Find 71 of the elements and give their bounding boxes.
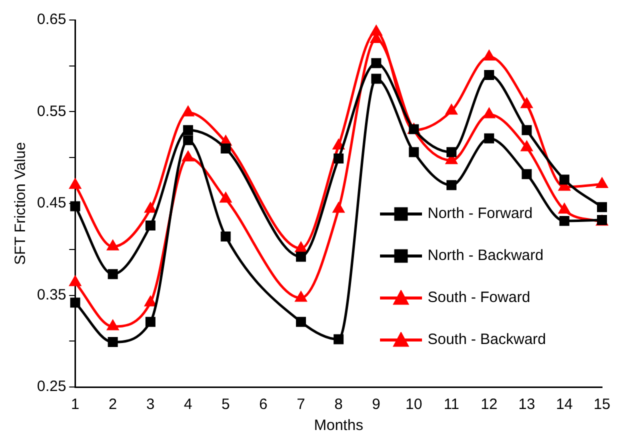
- point: [145, 220, 156, 231]
- point: [483, 50, 496, 60]
- x-tick-label: 12: [480, 396, 498, 414]
- x-tick-label: 8: [334, 396, 343, 414]
- point: [334, 154, 344, 164]
- y-tick-label: 0.55: [36, 102, 66, 120]
- point: [296, 316, 306, 327]
- point: [144, 202, 156, 213]
- point: [144, 296, 156, 306]
- point: [484, 70, 494, 80]
- point: [145, 316, 156, 327]
- point: [70, 298, 80, 308]
- x-tick-label: 1: [71, 396, 80, 414]
- x-tick-label: 14: [556, 396, 573, 414]
- x-tick-label: 3: [146, 396, 155, 414]
- legend-label: South - Foward: [428, 289, 530, 306]
- x-tick-label: 10: [406, 396, 422, 414]
- point: [220, 232, 231, 242]
- point: [106, 320, 119, 330]
- point: [182, 106, 194, 116]
- x-tick-label: 5: [222, 396, 230, 414]
- legend-label: North - Forward: [428, 205, 533, 222]
- point: [446, 180, 456, 190]
- point: [183, 135, 194, 146]
- point: [108, 269, 118, 280]
- point: [520, 98, 533, 108]
- point: [558, 203, 570, 214]
- point: [295, 291, 307, 302]
- point: [446, 147, 456, 158]
- y-axis-title: SFT Friction Value: [12, 142, 30, 265]
- y-tick-label: 0.65: [36, 11, 66, 28]
- point: [69, 276, 82, 286]
- point: [220, 192, 232, 203]
- point: [522, 125, 532, 136]
- point: [296, 252, 306, 262]
- point: [106, 240, 119, 250]
- point: [183, 125, 194, 136]
- x-tick-label: 4: [184, 396, 192, 414]
- legend-label: North - Backward: [428, 247, 544, 264]
- point: [520, 140, 533, 152]
- x-axis-title: Months: [314, 417, 364, 434]
- x-tick-label: 13: [518, 396, 536, 414]
- point: [522, 169, 532, 180]
- point: [559, 216, 570, 226]
- point: [70, 201, 80, 212]
- point: [597, 202, 607, 212]
- y-tick-label: 0.35: [36, 286, 66, 304]
- x-tick-label: 11: [444, 396, 460, 414]
- point: [182, 150, 194, 162]
- point: [220, 143, 231, 154]
- point: [596, 177, 608, 188]
- x-tick-label: 15: [594, 396, 610, 414]
- point: [69, 178, 82, 189]
- x-tick-label: 9: [372, 396, 380, 414]
- point: [483, 108, 496, 118]
- point: [332, 202, 345, 213]
- point: [446, 104, 458, 115]
- point: [295, 242, 307, 252]
- x-tick-label: 7: [296, 396, 306, 414]
- point: [559, 174, 570, 185]
- point: [334, 334, 344, 344]
- legend-label: South - Backward: [428, 331, 546, 348]
- point: [408, 147, 419, 158]
- x-tick-label: 2: [108, 396, 117, 414]
- point: [371, 74, 382, 84]
- point: [371, 58, 382, 68]
- point: [108, 337, 118, 348]
- y-tick-label: 0.45: [36, 194, 66, 212]
- point: [484, 133, 494, 144]
- x-tick-label: 6: [259, 396, 268, 414]
- y-tick-label: 0.25: [36, 378, 66, 396]
